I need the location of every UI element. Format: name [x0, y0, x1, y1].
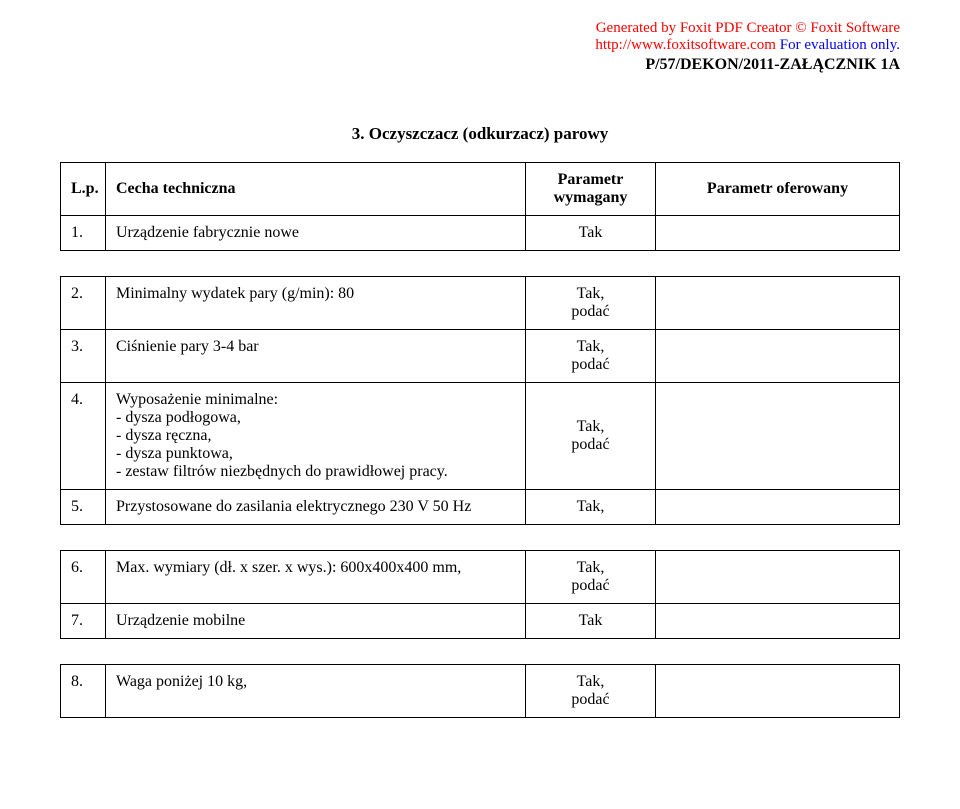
cell-lp: 5. — [61, 490, 106, 525]
table-row: 3.Ciśnienie pary 3-4 barTak, podać — [61, 330, 900, 383]
cell-param-oferowany — [656, 551, 900, 604]
spacer-cell — [61, 251, 900, 277]
spec-table: L.p. Cecha techniczna Parametr wymagany … — [60, 162, 900, 718]
cell-cecha: Urządzenie fabrycznie nowe — [106, 216, 526, 251]
cell-param-oferowany — [656, 490, 900, 525]
cell-param-wymagany: Tak — [526, 216, 656, 251]
table-row: 4.Wyposażenie minimalne: - dysza podłogo… — [61, 383, 900, 490]
watermark-url: http://www.foxitsoftware.com — [595, 37, 776, 53]
spacer-cell — [61, 525, 900, 551]
cell-cecha: Przystosowane do zasilania elektrycznego… — [106, 490, 526, 525]
cell-param-wymagany: Tak, podać — [526, 551, 656, 604]
cell-param-wymagany: Tak, podać — [526, 330, 656, 383]
cell-lp: 8. — [61, 665, 106, 718]
cell-param-wymagany: Tak, — [526, 490, 656, 525]
cell-lp: 2. — [61, 277, 106, 330]
cell-lp: 7. — [61, 604, 106, 639]
cell-param-oferowany — [656, 330, 900, 383]
cell-cecha: Minimalny wydatek pary (g/min): 80 — [106, 277, 526, 330]
table-row: 2.Minimalny wydatek pary (g/min): 80Tak,… — [61, 277, 900, 330]
cell-lp: 3. — [61, 330, 106, 383]
document-reference: P/57/DEKON/2011-ZAŁĄCZNIK 1A — [60, 56, 900, 74]
section-title: 3. Oczyszczacz (odkurzacz) parowy — [60, 124, 900, 144]
cell-param-wymagany: Tak — [526, 604, 656, 639]
cell-cecha: Waga poniżej 10 kg, — [106, 665, 526, 718]
table-row: 6.Max. wymiary (dł. x szer. x wys.): 600… — [61, 551, 900, 604]
cell-lp: 1. — [61, 216, 106, 251]
table-row: 1.Urządzenie fabrycznie noweTak — [61, 216, 900, 251]
cell-param-oferowany — [656, 277, 900, 330]
cell-lp: 4. — [61, 383, 106, 490]
spacer-row — [61, 525, 900, 551]
cell-lp: 6. — [61, 551, 106, 604]
watermark-line-1: Generated by Foxit PDF Creator © Foxit S… — [60, 20, 900, 37]
watermark-text-1: Generated by Foxit PDF Creator © Foxit S… — [596, 20, 900, 36]
watermark-eval: For evaluation only. — [776, 37, 900, 53]
page-container: Generated by Foxit PDF Creator © Foxit S… — [0, 0, 960, 738]
table-row: 5.Przystosowane do zasilania elektryczne… — [61, 490, 900, 525]
cell-cecha: Ciśnienie pary 3-4 bar — [106, 330, 526, 383]
table-row: 7.Urządzenie mobilneTak — [61, 604, 900, 639]
spacer-cell — [61, 639, 900, 665]
cell-param-wymagany: Tak, podać — [526, 277, 656, 330]
header-param-oferowany: Parametr oferowany — [656, 163, 900, 216]
table-header-row: L.p. Cecha techniczna Parametr wymagany … — [61, 163, 900, 216]
cell-param-wymagany: Tak, podać — [526, 665, 656, 718]
header-cecha: Cecha techniczna — [106, 163, 526, 216]
header-block: Generated by Foxit PDF Creator © Foxit S… — [60, 20, 900, 74]
cell-param-oferowany — [656, 216, 900, 251]
cell-param-oferowany — [656, 665, 900, 718]
header-param-wymagany: Parametr wymagany — [526, 163, 656, 216]
cell-param-oferowany — [656, 604, 900, 639]
cell-cecha: Max. wymiary (dł. x szer. x wys.): 600x4… — [106, 551, 526, 604]
cell-param-wymagany: Tak, podać — [526, 383, 656, 490]
cell-cecha: Urządzenie mobilne — [106, 604, 526, 639]
watermark-line-2: http://www.foxitsoftware.com For evaluat… — [60, 37, 900, 54]
cell-cecha: Wyposażenie minimalne: - dysza podłogowa… — [106, 383, 526, 490]
table-body: 1.Urządzenie fabrycznie noweTak2.Minimal… — [61, 216, 900, 718]
table-row: 8.Waga poniżej 10 kg,Tak, podać — [61, 665, 900, 718]
header-lp: L.p. — [61, 163, 106, 216]
spacer-row — [61, 251, 900, 277]
cell-param-oferowany — [656, 383, 900, 490]
spacer-row — [61, 639, 900, 665]
